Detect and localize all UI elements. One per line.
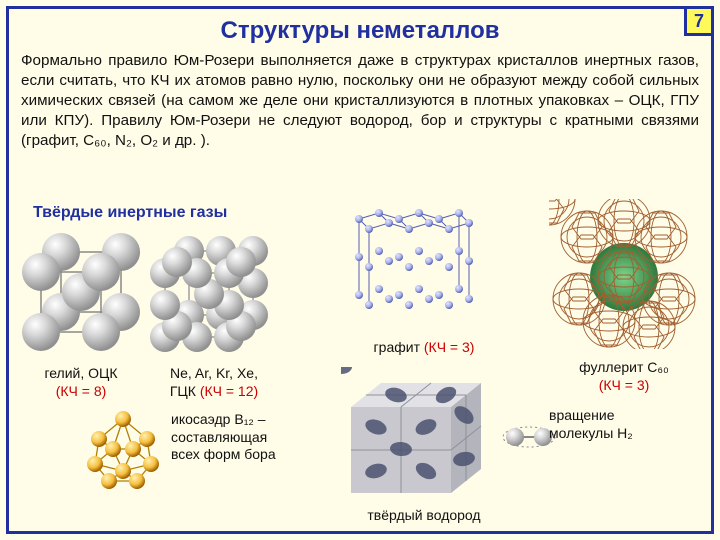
graphite-text: графит: [374, 339, 424, 355]
boron-line3: всех форм бора: [171, 446, 276, 462]
boron-line1: икосаэдр B₁₂ –: [171, 411, 266, 427]
graphite-svg: [339, 199, 489, 339]
ne-line1: Ne, Ar, Kr, Xe,: [170, 365, 258, 381]
fullerite-svg: [549, 199, 699, 349]
slide-frame: 7 Структуры неметаллов Формально правило…: [6, 6, 714, 534]
ne-label: Ne, Ar, Kr, Xe, ГЦК (КЧ = 12): [149, 365, 279, 400]
fcc-lattice-svg: [147, 227, 277, 357]
boron-icosahedron-svg: [79, 409, 167, 497]
boron-label: икосаэдр B₁₂ – составляющая всех форм бо…: [171, 411, 311, 464]
fullerite-line1: фуллерит C₆₀: [579, 359, 669, 375]
helium-kc: (КЧ = 8): [56, 383, 107, 399]
slide-title: Структуры неметаллов: [21, 17, 699, 45]
h2-line1: вращение: [549, 407, 615, 423]
fullerite-kc: (КЧ = 3): [599, 377, 650, 393]
h2-rotation-label: вращение молекулы H₂: [549, 407, 679, 442]
bcc-lattice-svg: [21, 227, 141, 357]
main-paragraph: Формально правило Юм-Розери выполняется …: [21, 51, 699, 151]
ne-kc: (КЧ = 12): [200, 383, 258, 399]
helium-label: гелий, ОЦК (КЧ = 8): [21, 365, 141, 400]
fullerite-label: фуллерит C₆₀ (КЧ = 3): [549, 359, 699, 394]
helium-line1: гелий, ОЦК: [44, 365, 117, 381]
graphite-kc: (КЧ = 3): [424, 339, 475, 355]
graphite-label: графит (КЧ = 3): [349, 339, 499, 357]
boron-line2: составляющая: [171, 429, 267, 445]
ne-line2: ГЦК: [170, 383, 200, 399]
page-number: 7: [684, 6, 714, 36]
h2-line2: молекулы H₂: [549, 425, 633, 441]
solid-hydrogen-svg: [341, 367, 491, 507]
inert-gases-header: Твёрдые инертные газы: [33, 204, 227, 222]
solid-h-label: твёрдый водород: [339, 507, 509, 525]
